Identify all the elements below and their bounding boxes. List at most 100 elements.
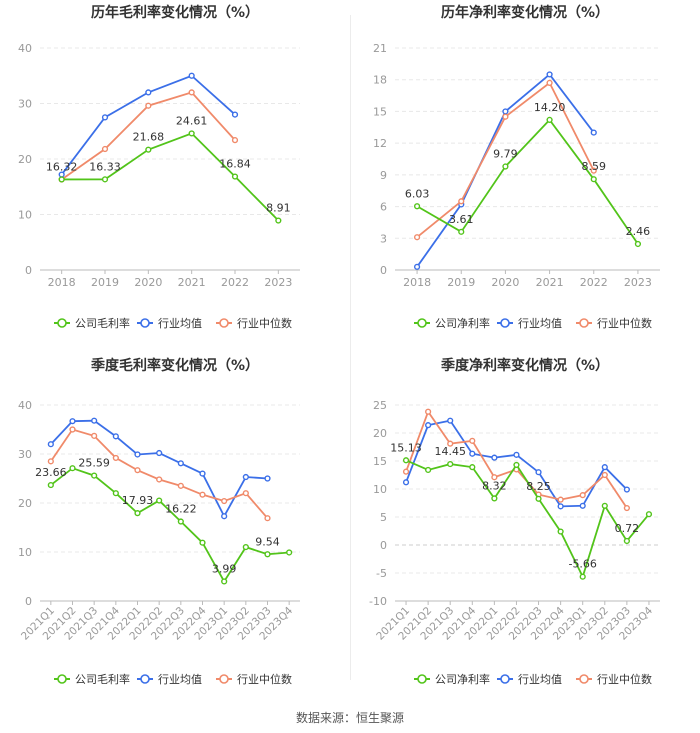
- y-tick-label: 20: [373, 427, 387, 440]
- data-point: [91, 417, 98, 424]
- data-point: [221, 497, 228, 505]
- x-tick-label: 2022: [221, 276, 249, 289]
- data-point: [491, 454, 498, 461]
- chart-annual-net-margin: 历年净利率变化情况（%） 0 3 6 9 12 15 18 21 2018 2019 2020 2021…: [373, 4, 660, 330]
- data-point: [402, 457, 410, 464]
- data-point: [91, 432, 98, 439]
- data-label: 15.13: [390, 441, 422, 454]
- data-label: 16.22: [165, 503, 197, 516]
- data-point: [557, 496, 564, 503]
- data-label: 17.93: [122, 494, 154, 507]
- y-tick-label: 0: [380, 539, 387, 552]
- y-tick-label: 18: [373, 74, 387, 87]
- chart-panel-annual-gross: 历年毛利率变化情况（%） 0 10 20 30 40 2018 2019 2020 2021 202…: [0, 0, 350, 350]
- data-point: [590, 129, 597, 136]
- data-point: [275, 217, 282, 224]
- data-point: [447, 440, 454, 447]
- data-point: [634, 240, 642, 248]
- data-point: [623, 537, 630, 545]
- legend-item: 公司净利率: [435, 672, 490, 686]
- data-point: [402, 479, 410, 486]
- data-point: [557, 528, 564, 535]
- data-label: 9.79: [493, 148, 518, 161]
- data-label: 14.20: [534, 101, 566, 114]
- data-point: [221, 578, 228, 585]
- legend-swatch-marker: [57, 318, 67, 328]
- data-point: [101, 176, 109, 183]
- data-point: [546, 71, 553, 78]
- data-point: [177, 460, 184, 467]
- x-tick-label: 2018: [403, 276, 431, 289]
- legend-swatch-marker: [500, 674, 510, 684]
- data-point: [134, 467, 141, 474]
- series-line: [50, 428, 269, 519]
- y-tick-label: 10: [18, 546, 32, 559]
- series-line: [416, 73, 595, 268]
- y-tick-label: 6: [380, 201, 387, 214]
- data-point: [231, 137, 239, 144]
- data-point: [557, 503, 564, 510]
- data-point: [221, 513, 228, 520]
- legend-swatch-marker: [140, 674, 150, 684]
- data-point: [177, 518, 184, 525]
- data-point: [264, 515, 271, 522]
- data-point: [535, 469, 542, 476]
- data-point: [469, 437, 476, 444]
- y-tick-label: 40: [18, 42, 32, 55]
- data-point: [469, 450, 476, 457]
- data-point: [69, 465, 76, 472]
- data-label: 6.03: [405, 187, 430, 200]
- data-point: [502, 108, 509, 115]
- data-point: [231, 173, 239, 180]
- data-point: [458, 228, 465, 235]
- data-point: [69, 426, 76, 433]
- data-point: [413, 263, 421, 270]
- y-tick-label: 10: [373, 483, 387, 496]
- x-tick-label: 2021: [536, 276, 564, 289]
- data-point: [188, 130, 195, 137]
- y-tick-label: 25: [373, 399, 387, 412]
- legend-swatch-marker: [140, 318, 150, 328]
- data-point: [425, 422, 432, 429]
- y-tick-label: 21: [373, 42, 387, 55]
- y-tick-label: 12: [373, 137, 387, 150]
- series-line: [405, 459, 650, 580]
- data-point: [264, 475, 271, 482]
- data-point: [447, 460, 454, 468]
- data-point: [579, 573, 586, 580]
- legend-item: 公司毛利率: [75, 672, 130, 686]
- chart-panel-annual-net: 历年净利率变化情况（%） 0 3 6 9 12 15 18 21 2018 2019 2020 2021…: [350, 0, 700, 350]
- data-point: [535, 495, 542, 502]
- data-point: [242, 473, 249, 481]
- data-point: [47, 458, 54, 465]
- data-point: [47, 481, 54, 489]
- chart-quarterly-net-margin: 季度净利率变化情况（%）-10-505101520252021Q12021Q22…: [369, 357, 660, 686]
- y-tick-label: 40: [18, 399, 32, 412]
- y-tick-label: 9: [380, 169, 387, 182]
- legend-swatch-marker: [579, 674, 589, 684]
- chart-panel-quarterly-gross: 季度毛利率变化情况（%） 0 10 20 30 40 2021Q1 2021Q2 2021Q3 2…: [0, 353, 350, 703]
- series-line: [61, 132, 279, 222]
- data-point: [112, 433, 119, 440]
- data-point: [645, 511, 653, 518]
- y-tick-label: 0: [25, 595, 32, 608]
- legend-swatch-marker: [500, 318, 510, 328]
- chart-title: 历年净利率变化情况（%）: [441, 4, 609, 21]
- x-tick-label: 2019: [447, 276, 475, 289]
- y-tick-label: 30: [18, 98, 32, 111]
- data-point: [112, 490, 119, 497]
- y-tick-label: 5: [380, 511, 387, 524]
- legend-item: 行业均值: [158, 317, 202, 330]
- y-tick-label: 0: [25, 264, 32, 277]
- y-tick-label: 10: [18, 209, 32, 222]
- data-point: [156, 476, 163, 483]
- data-point: [112, 454, 119, 462]
- series-line: [50, 467, 290, 584]
- data-point: [425, 466, 432, 474]
- x-tick-label: 2020: [134, 276, 162, 289]
- data-label: 3.61: [449, 213, 474, 226]
- data-label: 23.66: [35, 466, 67, 479]
- data-point: [188, 72, 195, 79]
- x-tick-label: 2021: [178, 276, 206, 289]
- data-point: [425, 408, 432, 415]
